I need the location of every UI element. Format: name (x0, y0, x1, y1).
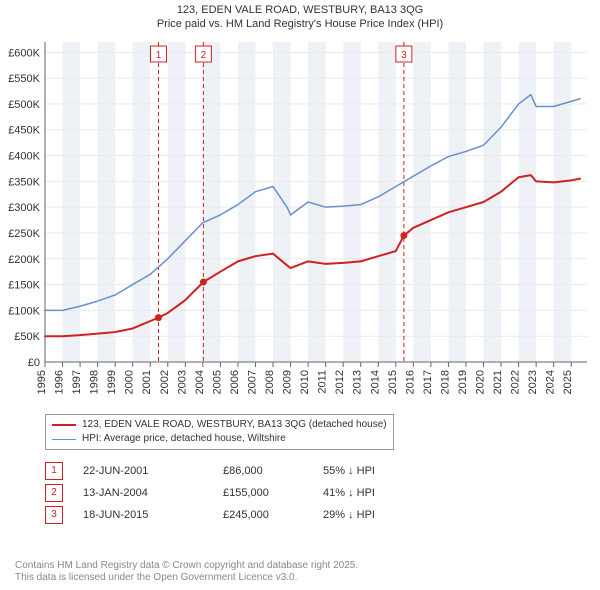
sale-price: £245,000 (223, 509, 323, 521)
legend-item: HPI: Average price, detached house, Wilt… (52, 432, 387, 446)
svg-text:£450K: £450K (8, 125, 40, 137)
svg-text:2022: 2022 (510, 370, 522, 394)
svg-text:2019: 2019 (457, 370, 469, 394)
svg-text:1996: 1996 (54, 370, 66, 394)
sale-hpi-diff: 29% ↓ HPI (323, 509, 443, 521)
svg-text:2002: 2002 (159, 370, 171, 394)
svg-text:2024: 2024 (545, 370, 557, 394)
attribution: Contains HM Land Registry data © Crown c… (15, 560, 358, 584)
chart-legend: 123, EDEN VALE ROAD, WESTBURY, BA13 3QG … (45, 414, 394, 450)
svg-text:2000: 2000 (124, 370, 136, 394)
legend-label: 123, EDEN VALE ROAD, WESTBURY, BA13 3QG … (82, 418, 387, 432)
sales-row: 2 13-JAN-2004£155,00041% ↓ HPI (45, 482, 443, 504)
svg-text:2: 2 (201, 50, 207, 61)
legend-label: HPI: Average price, detached house, Wilt… (82, 432, 286, 446)
svg-text:2018: 2018 (439, 370, 451, 394)
legend-swatch (52, 424, 76, 426)
sale-marker: 1 (45, 462, 63, 480)
sales-row: 3 18-JUN-2015£245,00029% ↓ HPI (45, 504, 443, 526)
svg-text:2016: 2016 (404, 370, 416, 394)
svg-text:1995: 1995 (36, 370, 48, 394)
svg-text:2020: 2020 (475, 370, 487, 394)
sales-row: 1 22-JUN-2001£86,00055% ↓ HPI (45, 460, 443, 482)
svg-text:2010: 2010 (299, 370, 311, 394)
sale-marker: 2 (45, 484, 63, 502)
sales-table: 1 22-JUN-2001£86,00055% ↓ HPI 2 13-JAN-2004… (45, 460, 443, 526)
svg-text:£200K: £200K (8, 254, 40, 266)
legend-item: 123, EDEN VALE ROAD, WESTBURY, BA13 3QG … (52, 418, 387, 432)
svg-text:£550K: £550K (8, 73, 40, 85)
svg-text:2023: 2023 (527, 370, 539, 394)
svg-text:2004: 2004 (194, 370, 206, 394)
sale-date: 18-JUN-2015 (83, 509, 223, 521)
svg-text:2021: 2021 (492, 370, 504, 394)
svg-text:2006: 2006 (229, 370, 241, 394)
svg-text:2015: 2015 (387, 370, 399, 394)
svg-text:£300K: £300K (8, 202, 40, 214)
svg-text:2017: 2017 (422, 370, 434, 394)
svg-text:£500K: £500K (8, 99, 40, 111)
svg-text:2003: 2003 (176, 370, 188, 394)
svg-text:2013: 2013 (352, 370, 364, 394)
svg-text:£350K: £350K (8, 176, 40, 188)
svg-text:£0: £0 (28, 357, 40, 369)
legend-swatch (52, 439, 76, 440)
sale-marker: 3 (45, 506, 63, 524)
svg-text:2025: 2025 (562, 370, 574, 394)
svg-text:3: 3 (401, 50, 407, 61)
sale-hpi-diff: 55% ↓ HPI (323, 465, 443, 477)
svg-text:1998: 1998 (89, 370, 101, 394)
svg-text:£50K: £50K (14, 331, 40, 343)
price-chart: £0 £50K £100K £150K £200K £250K £300K £350K £400… (0, 0, 600, 415)
svg-text:1999: 1999 (106, 370, 118, 394)
svg-text:2008: 2008 (264, 370, 276, 394)
svg-text:1: 1 (156, 50, 162, 61)
sale-price: £155,000 (223, 487, 323, 499)
svg-text:2001: 2001 (141, 370, 153, 394)
sale-date: 22-JUN-2001 (83, 465, 223, 477)
svg-text:£150K: £150K (8, 280, 40, 292)
svg-text:£600K: £600K (8, 47, 40, 59)
svg-text:2012: 2012 (334, 370, 346, 394)
svg-text:2007: 2007 (246, 370, 258, 394)
sale-date: 13-JAN-2004 (83, 487, 223, 499)
svg-text:£400K: £400K (8, 151, 40, 163)
svg-text:2014: 2014 (369, 370, 381, 394)
svg-text:1997: 1997 (71, 370, 83, 394)
svg-text:£100K: £100K (8, 305, 40, 317)
attribution-line2: This data is licensed under the Open Gov… (15, 572, 358, 584)
svg-text:2009: 2009 (282, 370, 294, 394)
attribution-line1: Contains HM Land Registry data © Crown c… (15, 560, 358, 572)
sale-price: £86,000 (223, 465, 323, 477)
svg-text:2011: 2011 (317, 370, 329, 394)
svg-text:2005: 2005 (211, 370, 223, 394)
svg-text:£250K: £250K (8, 228, 40, 240)
sale-hpi-diff: 41% ↓ HPI (323, 487, 443, 499)
